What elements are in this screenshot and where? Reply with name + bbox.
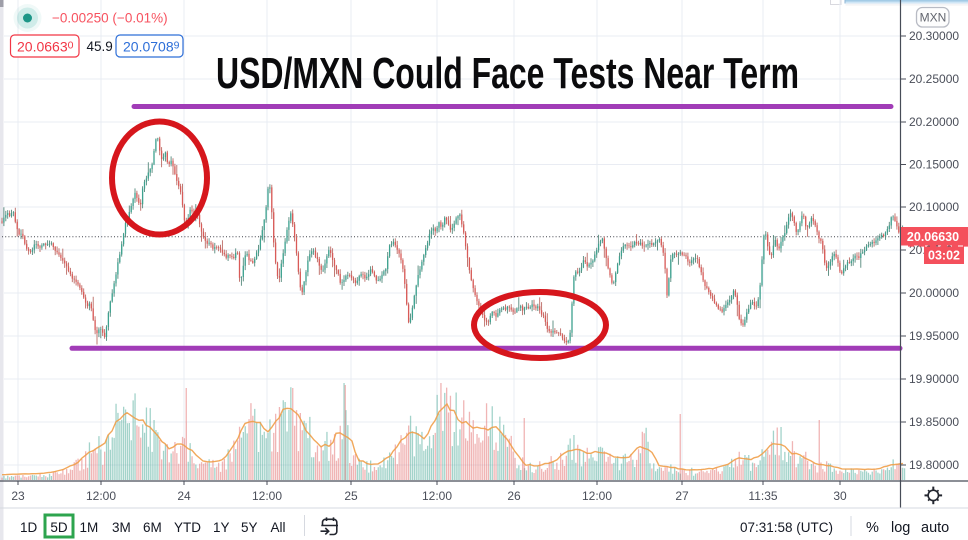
svg-text:All: All <box>271 520 286 535</box>
svg-text:30: 30 <box>833 489 847 503</box>
svg-text:19.85000: 19.85000 <box>909 415 959 429</box>
svg-text:1Y: 1Y <box>213 520 230 535</box>
svg-text:5D: 5D <box>50 520 68 535</box>
svg-text:3M: 3M <box>112 520 131 535</box>
svg-text:20.30000: 20.30000 <box>909 29 959 43</box>
svg-text:1D: 1D <box>20 520 38 535</box>
svg-text:07:31:58 (UTC): 07:31:58 (UTC) <box>740 520 833 535</box>
svg-text:20.00000: 20.00000 <box>909 286 959 300</box>
svg-text:11:35: 11:35 <box>748 489 777 503</box>
svg-text:23: 23 <box>11 489 25 503</box>
svg-text:12:00: 12:00 <box>86 489 116 503</box>
svg-text:20.20000: 20.20000 <box>909 115 959 129</box>
svg-text:12:00: 12:00 <box>252 489 282 503</box>
svg-text:25: 25 <box>344 489 358 503</box>
svg-text:20.06630: 20.06630 <box>17 39 74 55</box>
svg-text:log: log <box>891 520 910 536</box>
svg-text:20.10000: 20.10000 <box>909 200 959 214</box>
svg-text:20.06630: 20.06630 <box>907 230 959 244</box>
svg-text:12:00: 12:00 <box>422 489 452 503</box>
svg-text:19.95000: 19.95000 <box>909 329 959 343</box>
svg-text:1M: 1M <box>80 520 99 535</box>
svg-text:45.9: 45.9 <box>87 39 113 54</box>
svg-text:−0.00250 (−0.01%): −0.00250 (−0.01%) <box>52 11 168 26</box>
svg-text:03:02: 03:02 <box>928 249 960 263</box>
svg-text:%: % <box>866 520 879 536</box>
svg-text:24: 24 <box>177 489 191 503</box>
svg-text:YTD: YTD <box>174 520 201 535</box>
svg-text:27: 27 <box>675 489 689 503</box>
svg-text:MXN: MXN <box>920 11 947 25</box>
svg-text:5Y: 5Y <box>241 520 258 535</box>
svg-text:6M: 6M <box>143 520 162 535</box>
svg-text:19.90000: 19.90000 <box>909 372 959 386</box>
svg-text:20.15000: 20.15000 <box>909 158 959 172</box>
svg-text:19.80000: 19.80000 <box>909 458 959 472</box>
svg-text:26: 26 <box>507 489 521 503</box>
svg-text:USD/MXN Could Face Tests Near: USD/MXN Could Face Tests Near Term <box>216 49 799 98</box>
svg-text:20.07089: 20.07089 <box>123 39 180 55</box>
svg-text:12:00: 12:00 <box>582 489 612 503</box>
svg-text:20.25000: 20.25000 <box>909 72 959 86</box>
svg-text:auto: auto <box>921 520 949 536</box>
